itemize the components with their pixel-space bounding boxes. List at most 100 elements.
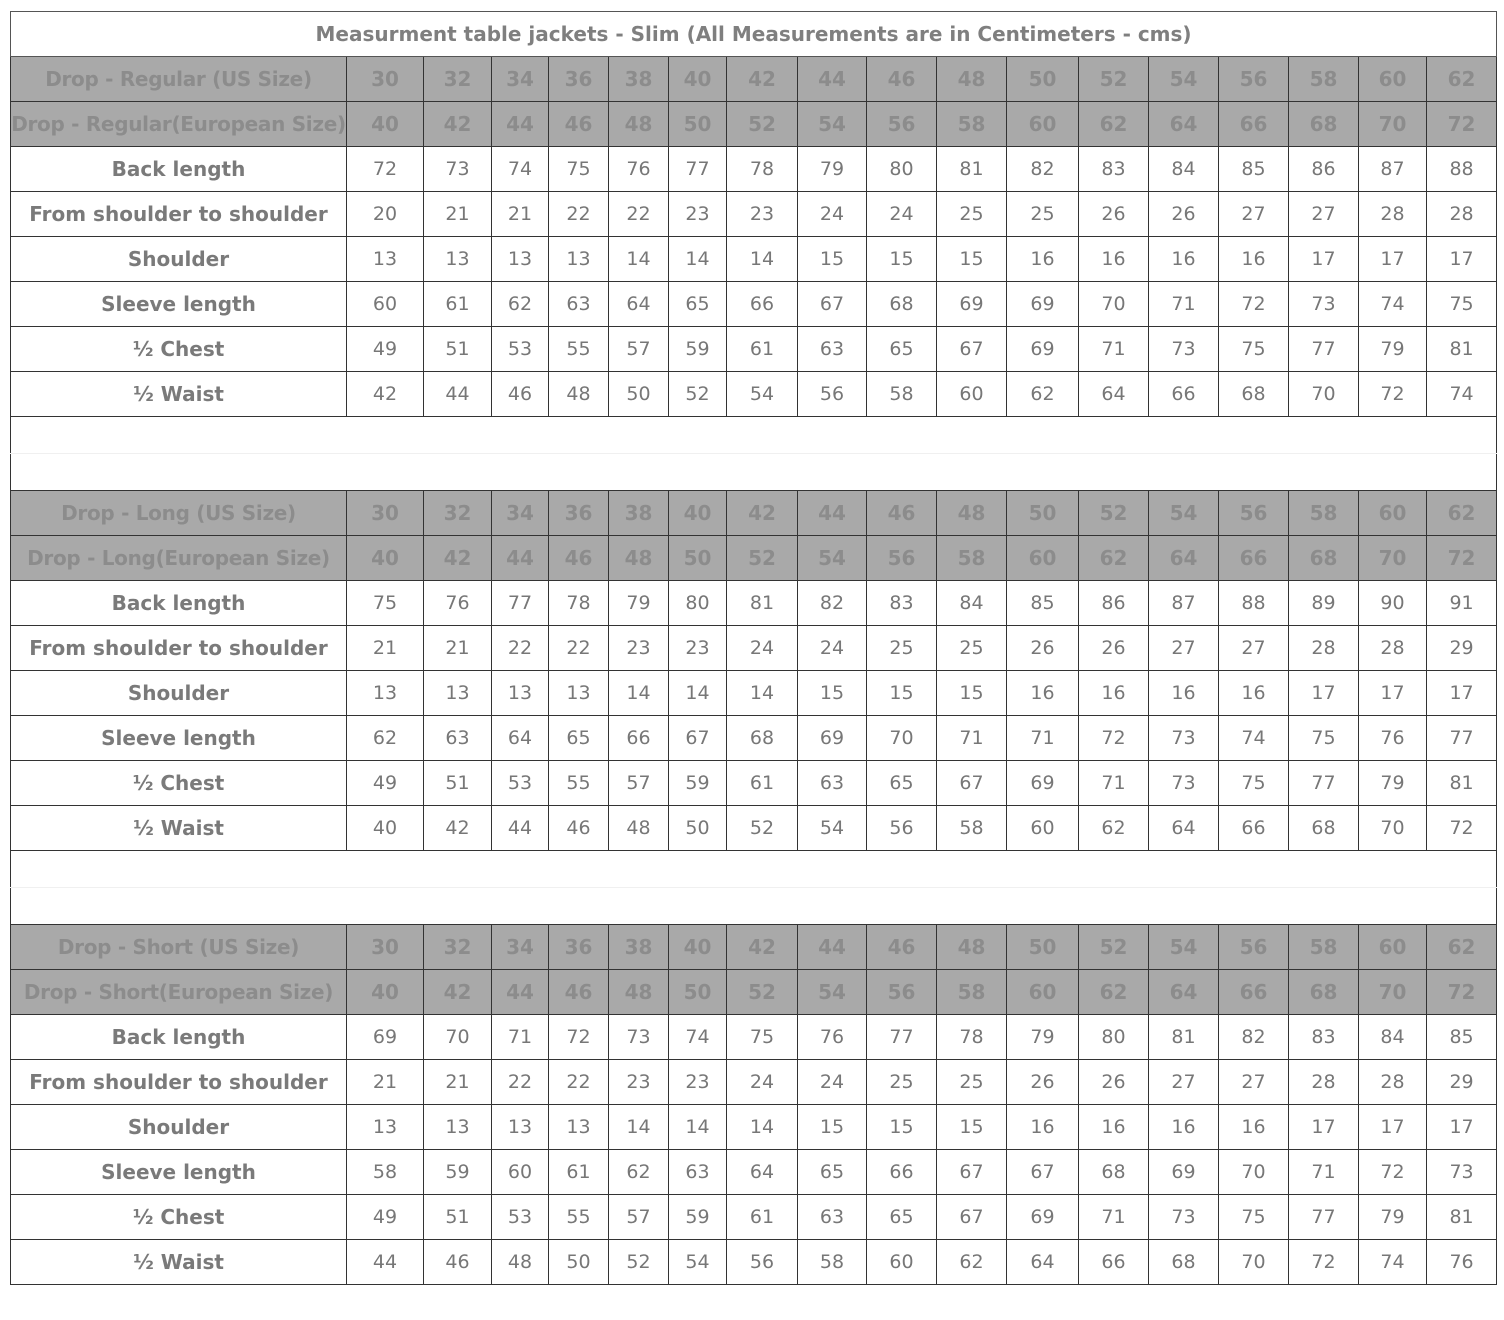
table-row: Back length 72 73 74 75 76 77 78 79 80 81 82 83 84 85 8… (10, 146, 1498, 192)
cell-value: 13 (548, 236, 609, 282)
cell-value: 77 (491, 580, 549, 626)
cell-value: 62 (346, 715, 424, 761)
cell-value: 60 (936, 371, 1007, 417)
cell-value: 67 (936, 760, 1007, 806)
cell-value: 15 (866, 670, 937, 716)
cell-value: 84 (1148, 146, 1219, 192)
cell-value: 46 (866, 924, 937, 970)
cell-value: 28 (1358, 1059, 1427, 1105)
cell-value: 40 (668, 924, 727, 970)
cell-value: 17 (1358, 670, 1427, 716)
us-size-header-row: Drop - Short (US Size) 30 32 34 36 38 40 42 44 46… (10, 924, 1498, 970)
eu-size-header-row: Drop - Long(European Size) 40 42 44 46 48 50 52… (10, 535, 1498, 581)
cell-value: 61 (726, 1194, 798, 1240)
cell-value: 42 (423, 101, 492, 147)
cell-value: 73 (1148, 326, 1219, 372)
cell-value: 62 (1078, 969, 1149, 1015)
cell-value: 72 (1425, 969, 1498, 1015)
cell-value: 78 (936, 1014, 1007, 1060)
cell-value: 75 (1218, 326, 1289, 372)
cell-value: 83 (866, 580, 937, 626)
cell-value: 22 (491, 1059, 549, 1105)
cell-value: 25 (866, 625, 937, 671)
cell-value: 85 (1006, 580, 1079, 626)
cell-value: 54 (797, 101, 867, 147)
cell-value: 83 (1078, 146, 1149, 192)
cell-value: 28 (1358, 625, 1427, 671)
cell-value: 60 (866, 1239, 937, 1285)
cell-value: 67 (936, 326, 1007, 372)
cell-value: 27 (1148, 625, 1219, 671)
cell-value: 16 (1078, 236, 1149, 282)
row-label: Shoulder (10, 670, 347, 716)
cell-value: 40 (346, 535, 424, 581)
cell-value: 14 (608, 1104, 669, 1150)
spacer-row (9, 887, 1498, 925)
cell-value: 67 (797, 281, 867, 327)
cell-value: 66 (1218, 535, 1289, 581)
cell-value: 23 (608, 1059, 669, 1105)
cell-value: 64 (491, 715, 549, 761)
cell-value: 16 (1218, 1104, 1289, 1150)
cell-value: 59 (668, 326, 727, 372)
cell-value: 30 (346, 924, 424, 970)
cell-value: 77 (1288, 760, 1359, 806)
cell-value: 50 (548, 1239, 609, 1285)
cell-value: 21 (346, 1059, 424, 1105)
cell-value: 24 (866, 191, 937, 237)
cell-value: 40 (668, 490, 727, 536)
cell-value: 42 (423, 969, 492, 1015)
cell-value: 62 (491, 281, 549, 327)
cell-value: 44 (797, 490, 867, 536)
cell-value: 75 (1218, 1194, 1289, 1240)
cell-value: 44 (491, 969, 549, 1015)
cell-value: 52 (1078, 56, 1149, 102)
cell-value: 16 (1218, 236, 1289, 282)
cell-value: 76 (1358, 715, 1427, 761)
row-label: Drop - Short (US Size) (10, 924, 347, 970)
cell-value: 79 (1006, 1014, 1079, 1060)
cell-value: 52 (726, 805, 798, 851)
cell-value: 50 (1006, 924, 1079, 970)
cell-value: 44 (491, 535, 549, 581)
cell-value: 13 (491, 670, 549, 716)
cell-value: 42 (423, 535, 492, 581)
cell-value: 21 (491, 191, 549, 237)
cell-value: 61 (423, 281, 492, 327)
cell-value: 60 (1006, 535, 1079, 581)
cell-value: 71 (1078, 1194, 1149, 1240)
cell-value: 50 (608, 371, 669, 417)
cell-value: 58 (936, 101, 1007, 147)
table-row: Back length 75 76 77 78 79 80 81 82 83 84 85 86 87 88 8… (10, 580, 1498, 626)
cell-value: 17 (1425, 236, 1498, 282)
cell-value: 56 (1218, 490, 1289, 536)
cell-value: 53 (491, 760, 549, 806)
cell-value: 34 (491, 490, 549, 536)
cell-value: 17 (1358, 1104, 1427, 1150)
cell-value: 62 (936, 1239, 1007, 1285)
row-label: ½ Chest (10, 760, 347, 806)
cell-value: 27 (1218, 1059, 1289, 1105)
cell-value: 68 (1218, 371, 1289, 417)
cell-value: 52 (608, 1239, 669, 1285)
cell-value: 57 (608, 1194, 669, 1240)
cell-value: 65 (668, 281, 727, 327)
cell-value: 73 (1425, 1149, 1498, 1195)
cell-value: 17 (1288, 1104, 1359, 1150)
cell-value: 36 (548, 490, 609, 536)
cell-value: 82 (1218, 1014, 1289, 1060)
cell-value: 70 (1218, 1239, 1289, 1285)
cell-value: 32 (423, 56, 492, 102)
cell-value: 42 (726, 56, 798, 102)
row-label: Sleeve length (10, 715, 347, 761)
cell-value: 61 (726, 326, 798, 372)
cell-value: 73 (1148, 1194, 1219, 1240)
cell-value: 54 (797, 535, 867, 581)
cell-value: 50 (1006, 56, 1079, 102)
cell-value: 90 (1358, 580, 1427, 626)
cell-value: 40 (346, 101, 424, 147)
row-label: From shoulder to shoulder (10, 625, 347, 671)
cell-value: 63 (668, 1149, 727, 1195)
cell-value: 29 (1425, 1059, 1498, 1105)
row-label: Drop - Regular(European Size) (10, 101, 347, 147)
